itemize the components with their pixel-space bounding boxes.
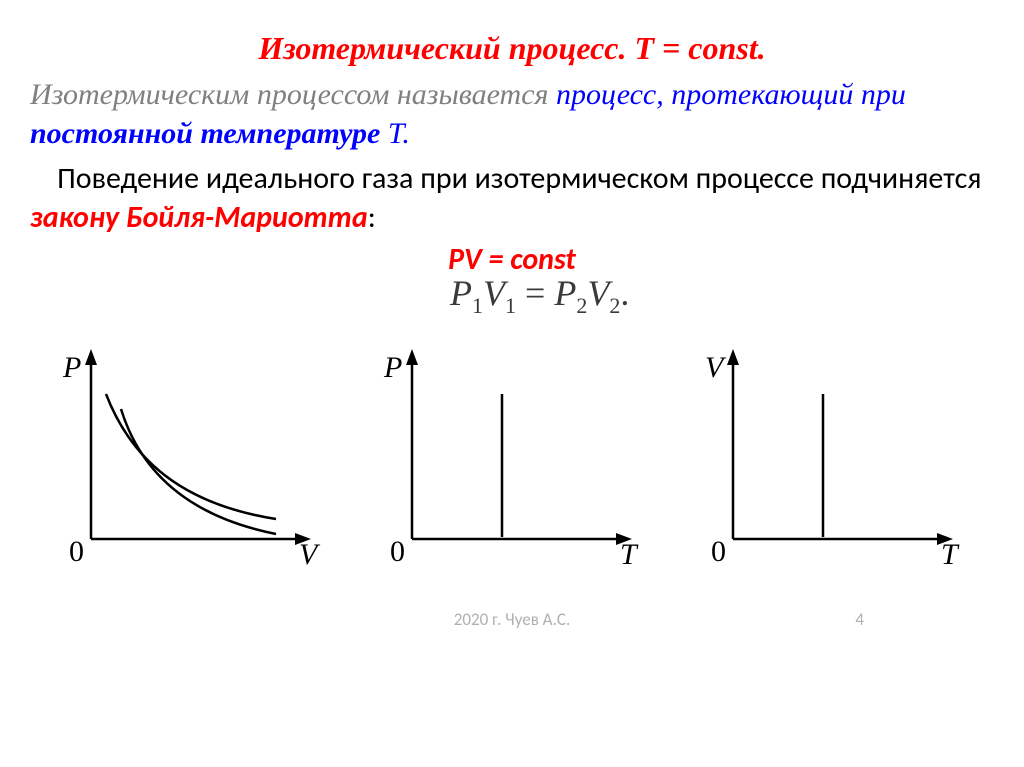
chart-pt: P T 0 bbox=[372, 339, 652, 569]
sub1b: 1 bbox=[505, 293, 516, 318]
y-label: P bbox=[383, 351, 402, 384]
origin-label: 0 bbox=[711, 535, 726, 568]
page-number: 4 bbox=[855, 609, 864, 630]
origin-label: 0 bbox=[69, 535, 84, 568]
def-dot: . bbox=[402, 117, 410, 150]
chart-pv: P V 0 bbox=[51, 339, 331, 569]
slide-title: Изотермический процесс. T = const. bbox=[30, 30, 994, 67]
formula-p1v1-p2v2: P1V1 = P2V2. bbox=[450, 272, 994, 319]
axes bbox=[406, 349, 632, 545]
period: . bbox=[620, 273, 629, 313]
law-name: закону Бойля-Мариотта bbox=[30, 199, 368, 236]
colon: : bbox=[368, 199, 376, 236]
P2: P bbox=[554, 273, 576, 313]
x-label: T bbox=[620, 538, 639, 569]
slide-footer: 2020 г. Чуев А.С. 4 bbox=[30, 609, 994, 630]
indent bbox=[30, 160, 57, 197]
credit-text: 2020 г. Чуев А.С. bbox=[454, 609, 571, 630]
P1: P bbox=[450, 273, 472, 313]
def-blue1: процесс, протекающий при bbox=[556, 78, 906, 111]
x-label: T bbox=[941, 538, 960, 569]
equals: = bbox=[516, 273, 554, 313]
charts-row: P V 0 P T 0 V T 0 bbox=[30, 339, 994, 569]
axes bbox=[727, 349, 953, 545]
definition-text: Изотермическим процессом называется проц… bbox=[30, 75, 994, 153]
origin-label: 0 bbox=[390, 535, 405, 568]
chart-vt: V T 0 bbox=[693, 339, 973, 569]
V1: V bbox=[483, 273, 505, 313]
y-label: V bbox=[705, 351, 727, 384]
sub1: 1 bbox=[472, 293, 483, 318]
behavior-line1: Поведение идеального газа при изотермиче… bbox=[57, 160, 981, 197]
x-label: V bbox=[299, 538, 321, 569]
sub2: 2 bbox=[576, 293, 587, 318]
def-part1: Изотермическим процессом называется bbox=[30, 78, 556, 111]
def-bold-blue: постоянной температуре bbox=[30, 117, 388, 150]
behavior-text: Поведение идеального газа при изотермиче… bbox=[30, 159, 994, 237]
axes bbox=[85, 349, 311, 545]
def-T: T bbox=[388, 117, 402, 150]
sub2b: 2 bbox=[609, 293, 620, 318]
V2: V bbox=[587, 273, 609, 313]
y-label: P bbox=[62, 351, 81, 384]
